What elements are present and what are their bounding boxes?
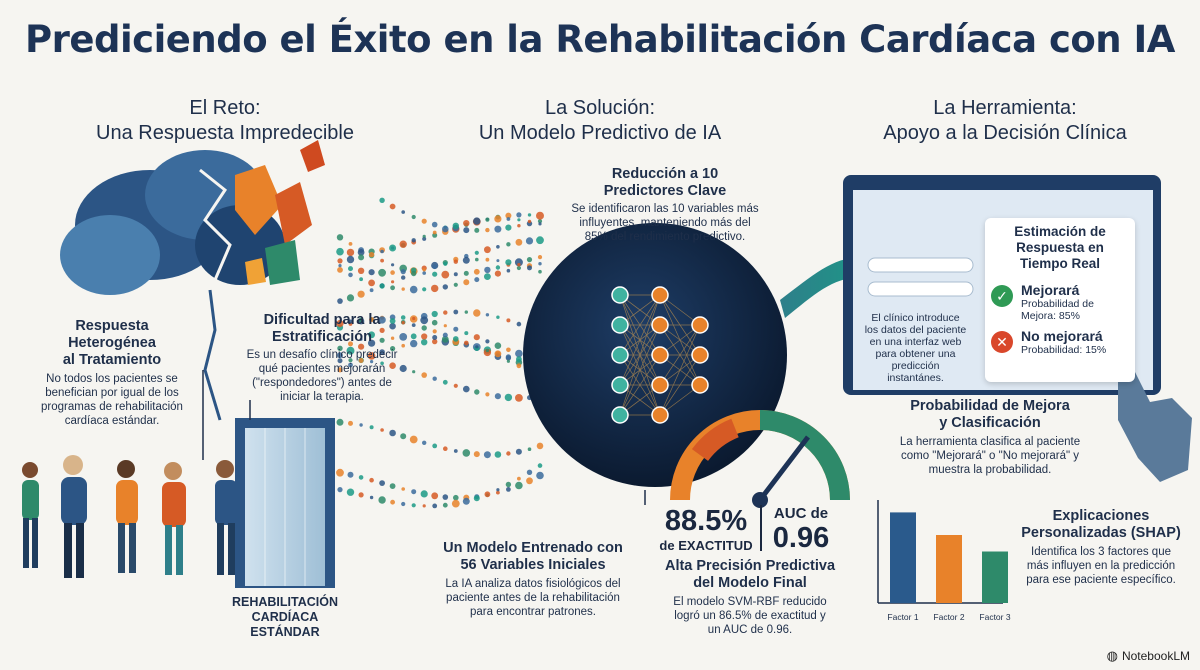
estimacion-title-1: Estimación de <box>991 224 1129 240</box>
mejorara-row: ✓ Mejorará Probabilidad de Mejora: 85% <box>991 282 1129 322</box>
reduccion-text-1: Se identificaron las 10 variables más <box>545 202 785 216</box>
shap-tick-label-1: Factor 1 <box>887 612 918 622</box>
dificultad-title-2: Estratificación <box>222 329 422 346</box>
column-header-solucion: La Solución: Un Modelo Predictivo de IA <box>430 96 770 146</box>
probabilidad-text-3: muestra la probabilidad. <box>880 463 1100 477</box>
precision-block: Alta Precisión Predictiva del Modelo Fin… <box>655 558 845 637</box>
shap-text-3: para ese paciente específico. <box>1010 573 1192 587</box>
shap-title-2: Personalizadas (SHAP) <box>1010 525 1192 542</box>
column-header-herramienta: La Herramienta: Apoyo a la Decisión Clín… <box>840 96 1170 146</box>
auc-value: 0.96 <box>764 522 838 555</box>
door-label-3: ESTÁNDAR <box>215 625 355 640</box>
estimacion-card: Estimación de Respuesta en Tiempo Real ✓… <box>985 218 1135 382</box>
estimacion-title-2: Respuesta en <box>991 240 1129 256</box>
probabilidad-text-1: La herramienta clasifica al paciente <box>880 435 1100 449</box>
shap-bar-2 <box>936 535 962 603</box>
accuracy-value: 88.5% <box>656 505 756 538</box>
dificultad-text-2: qué pacientes mejorarán <box>222 362 422 376</box>
mejorara-sub-1: Probabilidad de <box>1021 298 1094 310</box>
input-text-4: para obtener una <box>853 348 978 360</box>
reduccion-title-2: Predictores Clave <box>545 183 785 200</box>
probabilidad-title-1: Probabilidad de Mejora <box>880 398 1100 415</box>
modelo-title-1: Un Modelo Entrenado con <box>418 540 648 557</box>
door-label-2: CARDÍACA <box>215 610 355 625</box>
notebooklm-logo-icon: ◍ <box>1107 648 1118 664</box>
monitor-input-text: El clínico introduce los datos del pacie… <box>853 312 978 384</box>
dificultad-text-1: Es un desafío clínico predecir <box>222 348 422 362</box>
probabilidad-title-2: y Clasificación <box>880 415 1100 432</box>
estimacion-title-3: Tiempo Real <box>991 256 1129 272</box>
respuesta-title-3: al Tratamiento <box>22 352 202 369</box>
respuesta-text-1: No todos los pacientes se <box>22 372 202 386</box>
shap-tick-label-2: Factor 2 <box>933 612 964 622</box>
probabilidad-block: Probabilidad de Mejora y Clasificación L… <box>880 398 1100 477</box>
rehab-door-illustration <box>235 418 335 588</box>
brand-badge: ◍ NotebookLM <box>1107 648 1190 664</box>
reto-header-line2: Una Respuesta Impredecible <box>60 121 390 146</box>
page-title: Prediciendo el Éxito en la Rehabilitació… <box>0 18 1200 61</box>
shap-text-2: más influyen en la predicción <box>1010 559 1192 573</box>
precision-title-2: del Modelo Final <box>655 575 845 592</box>
modelo-text-3: para encontrar patrones. <box>418 605 648 619</box>
auc-metric: AUC de 0.96 <box>764 505 838 555</box>
column-header-reto: El Reto: Una Respuesta Impredecible <box>60 96 390 146</box>
auc-label: AUC de <box>764 505 838 522</box>
reduccion-block: Reducción a 10 Predictores Clave Se iden… <box>545 166 785 244</box>
estimacion-title: Estimación de Respuesta en Tiempo Real <box>991 224 1129 272</box>
probabilidad-text-2: como "Mejorará" o "No mejorará" y <box>880 449 1100 463</box>
solucion-header-line2: Un Modelo Predictivo de IA <box>430 121 770 146</box>
dificultad-title-1: Dificultad para la <box>222 312 422 329</box>
precision-text-3: un AUC de 0.96. <box>655 623 845 637</box>
no-mejorara-label: No mejorará <box>1021 328 1106 344</box>
respuesta-title-2: Heterogénea <box>22 335 202 352</box>
accuracy-metric: 88.5% de EXACTITUD <box>656 505 756 553</box>
input-text-6: instantánes. <box>853 372 978 384</box>
shap-title-1: Explicaciones <box>1010 508 1192 525</box>
input-text-1: El clínico introduce <box>853 312 978 324</box>
metric-divider <box>760 505 762 551</box>
respuesta-text-3: programas de rehabilitación <box>22 400 202 414</box>
shap-block: Explicaciones Personalizadas (SHAP) Iden… <box>1010 508 1192 587</box>
door-label: REHABILITACIÓN CARDÍACA ESTÁNDAR <box>215 595 355 640</box>
respuesta-title-1: Respuesta <box>22 318 202 335</box>
brand-name: NotebookLM <box>1122 649 1190 663</box>
dificultad-block: Dificultad para la Estratificación Es un… <box>222 312 422 404</box>
neural-network-sphere <box>523 223 787 487</box>
check-icon: ✓ <box>991 285 1013 307</box>
modelo-text-1: La IA analiza datos fisiológicos del <box>418 577 648 591</box>
shap-bar-1 <box>890 512 916 603</box>
dificultad-text-4: iniciar la terapia. <box>222 390 422 404</box>
mejorara-label: Mejorará <box>1021 282 1094 298</box>
herramienta-header-line2: Apoyo a la Decisión Clínica <box>840 121 1170 146</box>
modelo-block: Un Modelo Entrenado con 56 Variables Ini… <box>418 540 648 619</box>
modelo-title-2: 56 Variables Iniciales <box>418 557 648 574</box>
reto-header-line1: El Reto: <box>60 96 390 121</box>
shap-bar-chart: Factor 1 Factor 2 Factor 3 <box>878 500 1011 622</box>
input-text-3: en una interfaz web <box>853 336 978 348</box>
shap-tick-label-3: Factor 3 <box>979 612 1010 622</box>
precision-text-2: logró un 86.5% de exactitud y <box>655 609 845 623</box>
precision-text-1: El modelo SVM-RBF reducido <box>655 595 845 609</box>
no-mejorara-row: ✕ No mejorará Probabilidad: 15% <box>991 328 1129 356</box>
door-label-1: REHABILITACIÓN <box>215 595 355 610</box>
no-mejorara-sub: Probabilidad: 15% <box>1021 344 1106 356</box>
shap-bar-3 <box>982 552 1008 604</box>
reduccion-text-2: influyentes, manteniendo más del <box>545 216 785 230</box>
shap-text-1: Identifica los 3 factores que <box>1010 545 1192 559</box>
reduccion-text-3: 85% del rendimiento predictivo. <box>545 230 785 244</box>
precision-title-1: Alta Precisión Predictiva <box>655 558 845 575</box>
respuesta-text-2: benefician por igual de los <box>22 386 202 400</box>
modelo-text-2: paciente antes de la rehabilitación <box>418 591 648 605</box>
input-text-5: predicción <box>853 360 978 372</box>
dificultad-text-3: ("respondedores") antes de <box>222 376 422 390</box>
reduccion-title-1: Reducción a 10 <box>545 166 785 183</box>
respuesta-text-4: cardíaca estándar. <box>22 414 202 428</box>
cross-icon: ✕ <box>991 331 1013 353</box>
respuesta-block: Respuesta Heterogénea al Tratamiento No … <box>22 318 202 428</box>
accuracy-label: de EXACTITUD <box>656 538 756 553</box>
mejorara-sub-2: Mejora: 85% <box>1021 310 1094 322</box>
herramienta-header-line1: La Herramienta: <box>840 96 1170 121</box>
solucion-header-line1: La Solución: <box>430 96 770 121</box>
input-text-2: los datos del paciente <box>853 324 978 336</box>
